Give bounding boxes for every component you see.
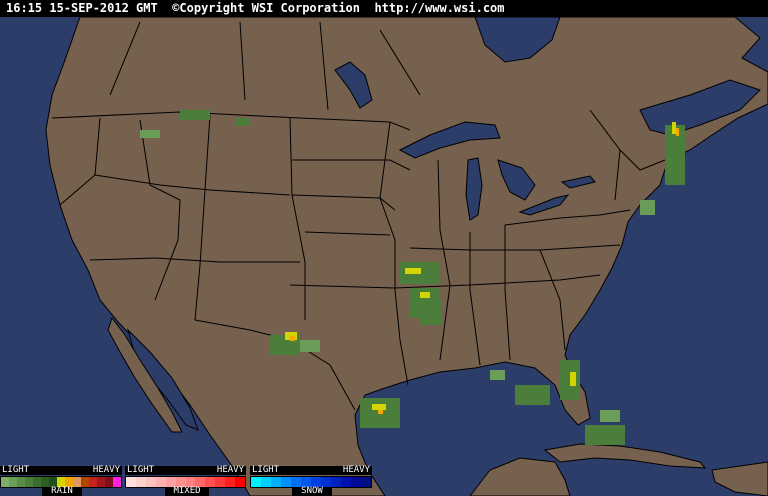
legend-swatch	[351, 477, 361, 487]
cuba	[543, 443, 707, 469]
legend-swatch	[225, 477, 236, 487]
legend-swatch	[65, 477, 73, 487]
legend-swatch	[1, 477, 9, 487]
snow-legend: LIGHT HEAVY SNOW	[250, 466, 372, 496]
legend-swatch	[331, 477, 341, 487]
yucatan	[469, 457, 571, 496]
hispaniola	[711, 461, 768, 496]
lake-superior	[398, 121, 501, 159]
timestamp-copyright-header: 16:15 15-SEP-2012 GMT ©Copyright WSI Cor…	[0, 0, 768, 17]
snow-light-label: LIGHT	[252, 465, 280, 475]
legend-swatch	[33, 477, 41, 487]
snow-heavy-label: HEAVY	[342, 465, 370, 475]
legend-swatch	[195, 477, 206, 487]
lake-ontario	[560, 175, 596, 189]
legend-swatch	[113, 477, 121, 487]
mixed-color-scale	[125, 476, 246, 488]
lake-huron	[497, 159, 536, 201]
legend-swatch	[175, 477, 186, 487]
legend-swatch	[97, 477, 105, 487]
legend-swatch	[251, 477, 261, 487]
legend-swatch	[301, 477, 311, 487]
legend-swatch	[9, 477, 17, 487]
legend-swatch	[281, 477, 291, 487]
legend-swatch	[155, 477, 166, 487]
lake-erie	[518, 194, 570, 216]
rain-legend: LIGHT HEAVY RAIN	[0, 466, 122, 496]
legend-swatch	[321, 477, 331, 487]
legend-swatch	[311, 477, 321, 487]
legend-swatch	[291, 477, 301, 487]
legend-swatch	[215, 477, 226, 487]
mixed-legend: LIGHT HEAVY MIXED	[125, 466, 246, 496]
baja-peninsula	[107, 316, 183, 433]
hudson-bay-edge	[474, 17, 561, 63]
legend-swatch	[89, 477, 97, 487]
legend-swatch	[341, 477, 351, 487]
legend-swatch	[361, 477, 371, 487]
legend-swatch	[235, 477, 246, 487]
rain-light-label: LIGHT	[2, 465, 30, 475]
legend-swatch	[17, 477, 25, 487]
lake-michigan	[465, 157, 483, 221]
radar-map	[0, 17, 768, 496]
rain-heavy-label: HEAVY	[92, 465, 120, 475]
legend-swatch	[165, 477, 176, 487]
gulf-of-st-lawrence	[639, 79, 761, 136]
legend-swatch	[205, 477, 216, 487]
legend-swatch	[57, 477, 65, 487]
legend-swatch	[135, 477, 146, 487]
legend-swatch	[126, 477, 136, 487]
mixed-heavy-label: HEAVY	[216, 465, 244, 475]
legend-swatch	[261, 477, 271, 487]
radar-echoes	[140, 110, 685, 445]
legend-swatch	[49, 477, 57, 487]
state-province-borders	[51, 21, 666, 411]
rain-label: RAIN	[42, 487, 82, 496]
mixed-light-label: LIGHT	[127, 465, 155, 475]
legend-swatch	[41, 477, 49, 487]
legend-swatch	[271, 477, 281, 487]
legend-swatch	[25, 477, 33, 487]
legend-swatch	[81, 477, 89, 487]
mixed-label: MIXED	[165, 487, 209, 496]
legend-swatch	[185, 477, 196, 487]
legend-swatch	[105, 477, 113, 487]
lake-winnipeg	[334, 61, 373, 109]
snow-label: SNOW	[292, 487, 332, 496]
legend-swatch	[145, 477, 156, 487]
legend-swatch	[73, 477, 81, 487]
